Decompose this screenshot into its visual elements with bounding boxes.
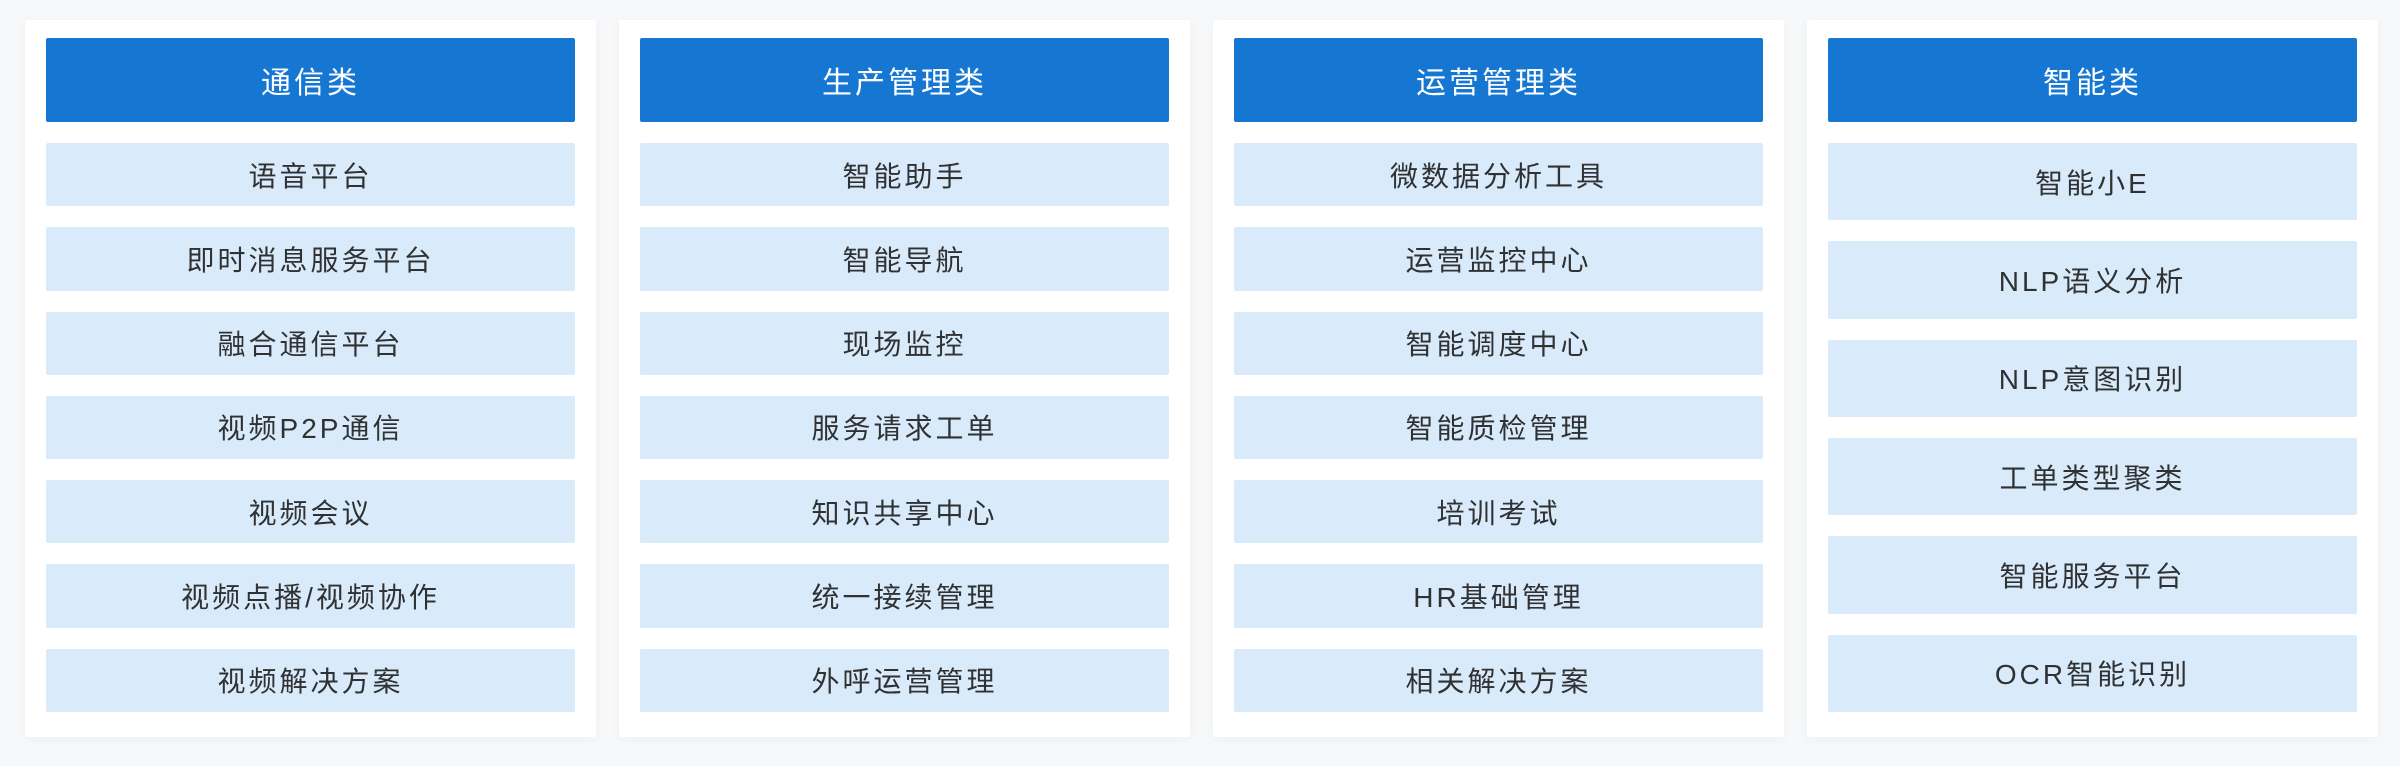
- category-item[interactable]: OCR智能识别: [1828, 634, 2357, 712]
- category-item[interactable]: 视频P2P通信: [46, 395, 575, 460]
- category-card: 生产管理类智能助手智能导航现场监控服务请求工单 知识共享中心 统一接续管理 外呼运营管…: [619, 20, 1190, 737]
- category-item[interactable]: 现场监控: [640, 311, 1169, 375]
- category-header: 智能类: [1828, 38, 2357, 122]
- category-card: 通信类语音平台即时消息服务平台 融合通信平台 视频P2P通信 视频会议视频点播/视频协…: [25, 20, 596, 737]
- category-item[interactable]: 培训考试: [1234, 480, 1763, 544]
- category-item[interactable]: 即时消息服务平台: [46, 227, 575, 291]
- category-item[interactable]: HR基础管理: [1234, 564, 1763, 628]
- category-item[interactable]: 服务请求工单: [640, 395, 1169, 460]
- category-item[interactable]: 视频点播/视频协作: [46, 564, 575, 628]
- category-header: 运营管理类: [1234, 38, 1763, 122]
- category-item[interactable]: 微数据分析工具: [1234, 143, 1763, 207]
- category-item[interactable]: 智能质检管理: [1234, 395, 1763, 460]
- category-item[interactable]: 融合通信平台: [46, 311, 575, 375]
- category-item[interactable]: 知识共享中心: [640, 480, 1169, 544]
- category-item[interactable]: 外呼运营管理: [640, 648, 1169, 712]
- category-item[interactable]: 智能调度中心: [1234, 311, 1763, 375]
- category-item[interactable]: 统一接续管理: [640, 564, 1169, 628]
- category-item[interactable]: 视频解决方案: [46, 648, 575, 712]
- category-item[interactable]: 工单类型聚类: [1828, 437, 2357, 516]
- category-item[interactable]: 智能导航: [640, 227, 1169, 291]
- category-item[interactable]: 视频会议: [46, 480, 575, 544]
- category-item[interactable]: NLP意图识别: [1828, 339, 2357, 417]
- category-item[interactable]: 相关解决方案: [1234, 648, 1763, 712]
- category-header: 通信类: [46, 38, 575, 122]
- category-item[interactable]: 智能服务平台: [1828, 536, 2357, 614]
- category-item[interactable]: 语音平台: [46, 143, 575, 207]
- category-card: 智能类智能小E NLP语义分析 NLP意图识别 工单类型聚类 智能服务平台 OCR智能识别: [1807, 20, 2378, 737]
- category-item[interactable]: 智能助手: [640, 143, 1169, 207]
- category-item[interactable]: 运营监控中心: [1234, 227, 1763, 291]
- category-header: 生产管理类: [640, 38, 1169, 122]
- category-card: 运营管理类微数据分析工具 运营监控中心 智能调度中心 智能质检管理 培训考试 HR基础管理…: [1213, 20, 1784, 737]
- category-item[interactable]: NLP语义分析: [1828, 241, 2357, 319]
- category-item[interactable]: 智能小E: [1828, 143, 2357, 221]
